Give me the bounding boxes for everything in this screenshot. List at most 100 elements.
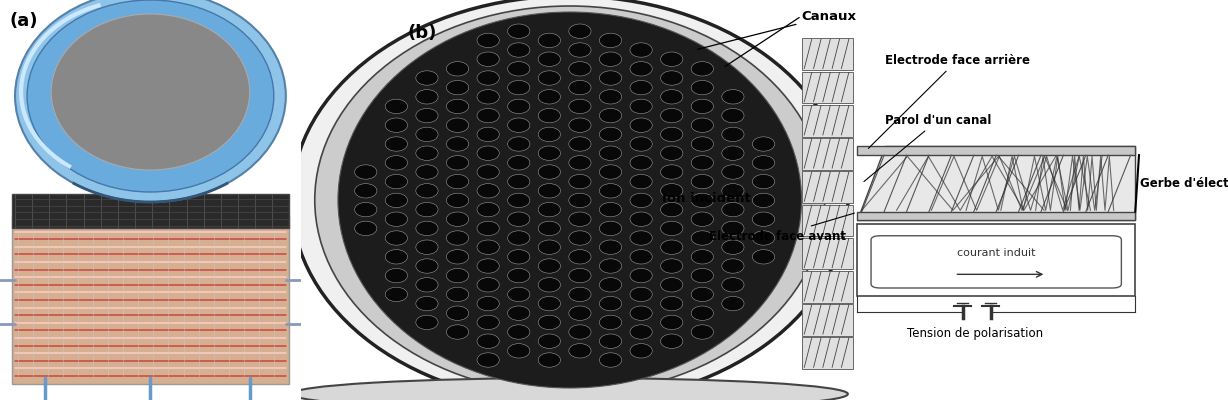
Ellipse shape xyxy=(476,221,500,236)
Ellipse shape xyxy=(630,325,652,339)
Ellipse shape xyxy=(661,334,683,348)
Ellipse shape xyxy=(416,146,438,160)
Ellipse shape xyxy=(722,146,744,160)
Ellipse shape xyxy=(599,71,621,85)
Ellipse shape xyxy=(507,231,529,245)
Ellipse shape xyxy=(569,268,591,283)
Ellipse shape xyxy=(691,156,713,170)
Ellipse shape xyxy=(691,306,713,320)
Ellipse shape xyxy=(661,71,683,85)
Ellipse shape xyxy=(599,334,621,348)
Ellipse shape xyxy=(691,250,713,264)
Ellipse shape xyxy=(569,80,591,95)
Ellipse shape xyxy=(599,240,621,254)
Ellipse shape xyxy=(447,325,469,339)
Ellipse shape xyxy=(630,344,652,358)
Bar xyxy=(802,337,852,369)
FancyBboxPatch shape xyxy=(12,216,289,384)
Ellipse shape xyxy=(661,315,683,330)
Ellipse shape xyxy=(753,156,775,170)
Ellipse shape xyxy=(630,99,652,114)
Ellipse shape xyxy=(476,240,500,254)
Ellipse shape xyxy=(15,0,286,202)
FancyBboxPatch shape xyxy=(12,194,289,228)
Text: Electrode face arrière: Electrode face arrière xyxy=(868,54,1030,148)
Ellipse shape xyxy=(722,221,744,236)
Ellipse shape xyxy=(753,193,775,208)
Ellipse shape xyxy=(599,33,621,48)
Ellipse shape xyxy=(476,52,500,66)
Ellipse shape xyxy=(538,33,560,48)
Ellipse shape xyxy=(661,90,683,104)
Ellipse shape xyxy=(416,259,438,273)
Ellipse shape xyxy=(507,118,529,132)
Ellipse shape xyxy=(569,306,591,320)
Bar xyxy=(802,271,852,302)
Ellipse shape xyxy=(630,137,652,151)
Ellipse shape xyxy=(507,268,529,283)
Ellipse shape xyxy=(753,231,775,245)
Bar xyxy=(857,224,1136,296)
Ellipse shape xyxy=(416,221,438,236)
Ellipse shape xyxy=(476,146,500,160)
Ellipse shape xyxy=(661,240,683,254)
Text: Tension de polarisation: Tension de polarisation xyxy=(907,328,1044,340)
Ellipse shape xyxy=(447,174,469,189)
Ellipse shape xyxy=(691,212,713,226)
Ellipse shape xyxy=(691,174,713,189)
Ellipse shape xyxy=(476,278,500,292)
Ellipse shape xyxy=(386,174,408,189)
Ellipse shape xyxy=(476,165,500,179)
Ellipse shape xyxy=(569,62,591,76)
Ellipse shape xyxy=(753,137,775,151)
Ellipse shape xyxy=(507,193,529,208)
Ellipse shape xyxy=(630,156,652,170)
Ellipse shape xyxy=(416,127,438,142)
Ellipse shape xyxy=(599,184,621,198)
Bar xyxy=(802,38,852,70)
Ellipse shape xyxy=(691,118,713,132)
Ellipse shape xyxy=(569,99,591,114)
Ellipse shape xyxy=(569,137,591,151)
Ellipse shape xyxy=(416,296,438,311)
Ellipse shape xyxy=(507,80,529,95)
Ellipse shape xyxy=(507,24,529,38)
Ellipse shape xyxy=(476,334,500,348)
Ellipse shape xyxy=(507,250,529,264)
Ellipse shape xyxy=(569,174,591,189)
Ellipse shape xyxy=(538,90,560,104)
Ellipse shape xyxy=(476,353,500,367)
Ellipse shape xyxy=(538,127,560,142)
Ellipse shape xyxy=(538,259,560,273)
Ellipse shape xyxy=(569,287,591,302)
Ellipse shape xyxy=(386,287,408,302)
Ellipse shape xyxy=(569,24,591,38)
Ellipse shape xyxy=(476,108,500,123)
Bar xyxy=(802,304,852,336)
Ellipse shape xyxy=(569,193,591,208)
Ellipse shape xyxy=(722,240,744,254)
Ellipse shape xyxy=(538,202,560,217)
Ellipse shape xyxy=(538,315,560,330)
Ellipse shape xyxy=(447,137,469,151)
Ellipse shape xyxy=(691,268,713,283)
Ellipse shape xyxy=(476,296,500,311)
Ellipse shape xyxy=(569,212,591,226)
Ellipse shape xyxy=(416,165,438,179)
Ellipse shape xyxy=(416,71,438,85)
Ellipse shape xyxy=(661,296,683,311)
Ellipse shape xyxy=(753,212,775,226)
Ellipse shape xyxy=(447,62,469,76)
Ellipse shape xyxy=(630,80,652,95)
Ellipse shape xyxy=(416,240,438,254)
Ellipse shape xyxy=(447,156,469,170)
Ellipse shape xyxy=(355,221,377,236)
Bar xyxy=(802,72,852,103)
Ellipse shape xyxy=(476,259,500,273)
Ellipse shape xyxy=(599,259,621,273)
Ellipse shape xyxy=(753,174,775,189)
Ellipse shape xyxy=(722,165,744,179)
Ellipse shape xyxy=(447,268,469,283)
Ellipse shape xyxy=(630,306,652,320)
Ellipse shape xyxy=(569,344,591,358)
